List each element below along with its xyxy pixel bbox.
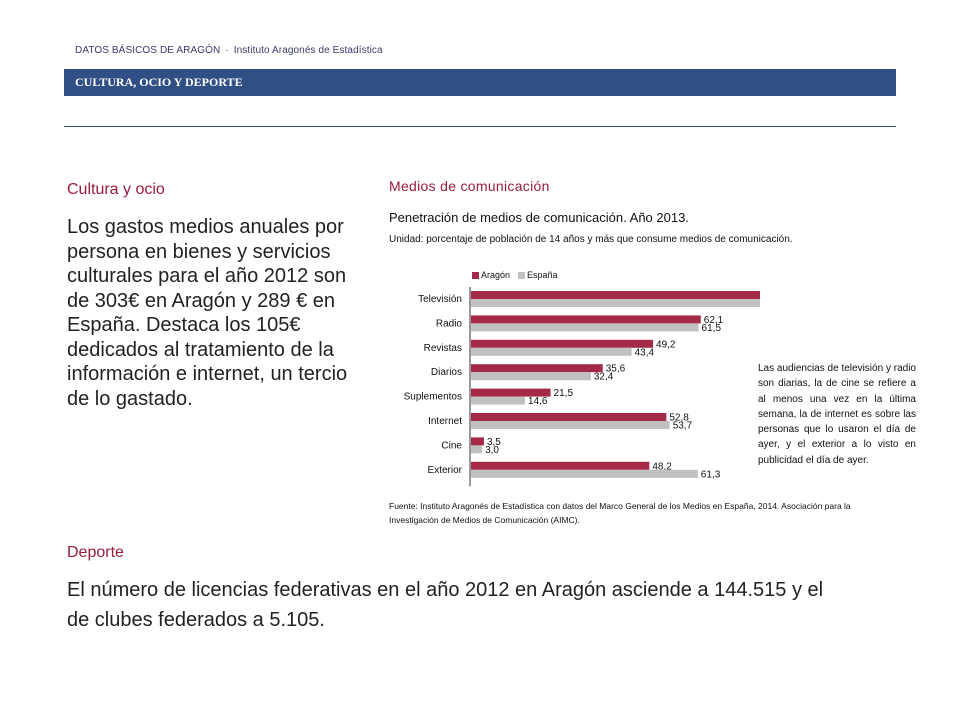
category-label-cine: Cine xyxy=(441,440,462,451)
chart-source-line1: Fuente: Instituto Aragonés de Estadístic… xyxy=(389,501,851,511)
data-label-aragon-revistas: 49,2 xyxy=(656,339,676,350)
bar-aragon-diarios xyxy=(471,364,603,373)
category-label-suplementos: Suplementos xyxy=(404,392,462,403)
bar-espana-suplementos xyxy=(471,396,526,405)
legend-item-espana: España xyxy=(518,270,558,280)
bar-espana-diarios xyxy=(471,372,591,381)
chart-title: Penetración de medios de comunicación. A… xyxy=(389,210,689,225)
data-label-espana-exterior: 61,3 xyxy=(701,469,721,480)
legend-label-aragon: Aragón xyxy=(481,270,511,280)
legend-label-espana: España xyxy=(527,270,558,280)
category-label-radio: Radio xyxy=(436,318,463,329)
bar-aragon-radio xyxy=(471,315,701,324)
legend-swatch-aragon xyxy=(472,271,479,279)
bar-espana-internet xyxy=(471,421,670,429)
category-label-diarios: Diarios xyxy=(431,367,462,378)
bar-chart: Televisión90,988,7Radio62,161,5Revistas4… xyxy=(404,287,760,487)
bar-aragon-suplementos xyxy=(471,388,551,397)
section-title-bar: CULTURA, OCIO Y DEPORTE xyxy=(64,69,896,96)
chart-source-line2: Investigación de Medios de Comunicación … xyxy=(389,515,580,525)
bar-aragon-revistas xyxy=(471,339,654,348)
chart-subtitle: Unidad: porcentaje de población de 14 añ… xyxy=(389,234,793,245)
data-label-espana-revistas: 43,4 xyxy=(635,347,655,358)
data-label-aragon-exterior: 48,2 xyxy=(652,461,672,472)
legend-item-aragon: Aragón xyxy=(472,270,510,280)
bar-espana-exterior xyxy=(471,469,698,478)
cultura-text: Los gastos medios anuales por persona en… xyxy=(67,216,348,410)
data-label-espana-suplementos: 14,6 xyxy=(528,396,548,407)
bar-aragon-cine xyxy=(471,437,484,446)
chart-source: Fuente: Instituto Aragonés de Estadístic… xyxy=(389,499,949,527)
category-label-television: Televisión xyxy=(418,294,462,305)
bar-espana-television xyxy=(471,299,760,307)
data-label-aragon-radio: 62,1 xyxy=(704,315,724,326)
breadcrumb-org: Instituto Aragonés de Estadística xyxy=(233,45,383,56)
bar-aragon-television xyxy=(471,291,760,299)
data-label-aragon-cine: 3,5 xyxy=(487,437,501,448)
bar-aragon-exterior xyxy=(471,461,650,470)
bar-aragon-internet xyxy=(471,413,667,421)
section-title: CULTURA, OCIO Y DEPORTE xyxy=(75,75,243,89)
data-label-aragon-diarios: 35,6 xyxy=(606,364,626,375)
category-label-internet: Internet xyxy=(428,416,462,427)
breadcrumb-main: DATOS BÁSICOS DE ARAGÓN xyxy=(75,45,221,56)
category-label-revistas: Revistas xyxy=(424,343,462,354)
chart-note: Las audiencias de televisión y radio son… xyxy=(758,363,916,466)
legend-swatch-espana xyxy=(518,271,526,279)
data-label-espana-internet: 53,7 xyxy=(673,421,693,432)
chart-legend: Aragón España xyxy=(472,270,558,280)
category-label-exterior: Exterior xyxy=(428,465,463,476)
deporte-text: El número de licencias federativas en el… xyxy=(67,579,824,631)
bar-espana-revistas xyxy=(471,347,632,356)
data-label-aragon-suplementos: 21,5 xyxy=(554,388,574,399)
data-label-espana-radio: 61,5 xyxy=(702,323,722,334)
cultura-heading: Cultura y ocio xyxy=(67,181,165,198)
bar-espana-cine xyxy=(471,445,483,454)
breadcrumb-separator: · xyxy=(225,45,229,56)
chart-section-title: Medios de comunicación xyxy=(389,178,550,194)
data-label-espana-cine: 3,0 xyxy=(485,445,499,456)
breadcrumb: DATOS BÁSICOS DE ARAGÓN · Instituto Aragon… xyxy=(75,45,383,56)
data-label-aragon-internet: 52,8 xyxy=(669,413,689,424)
bar-espana-radio xyxy=(471,323,699,332)
divider xyxy=(64,126,896,127)
deporte-heading: Deporte xyxy=(67,544,124,561)
data-label-espana-diarios: 32,4 xyxy=(594,372,614,383)
